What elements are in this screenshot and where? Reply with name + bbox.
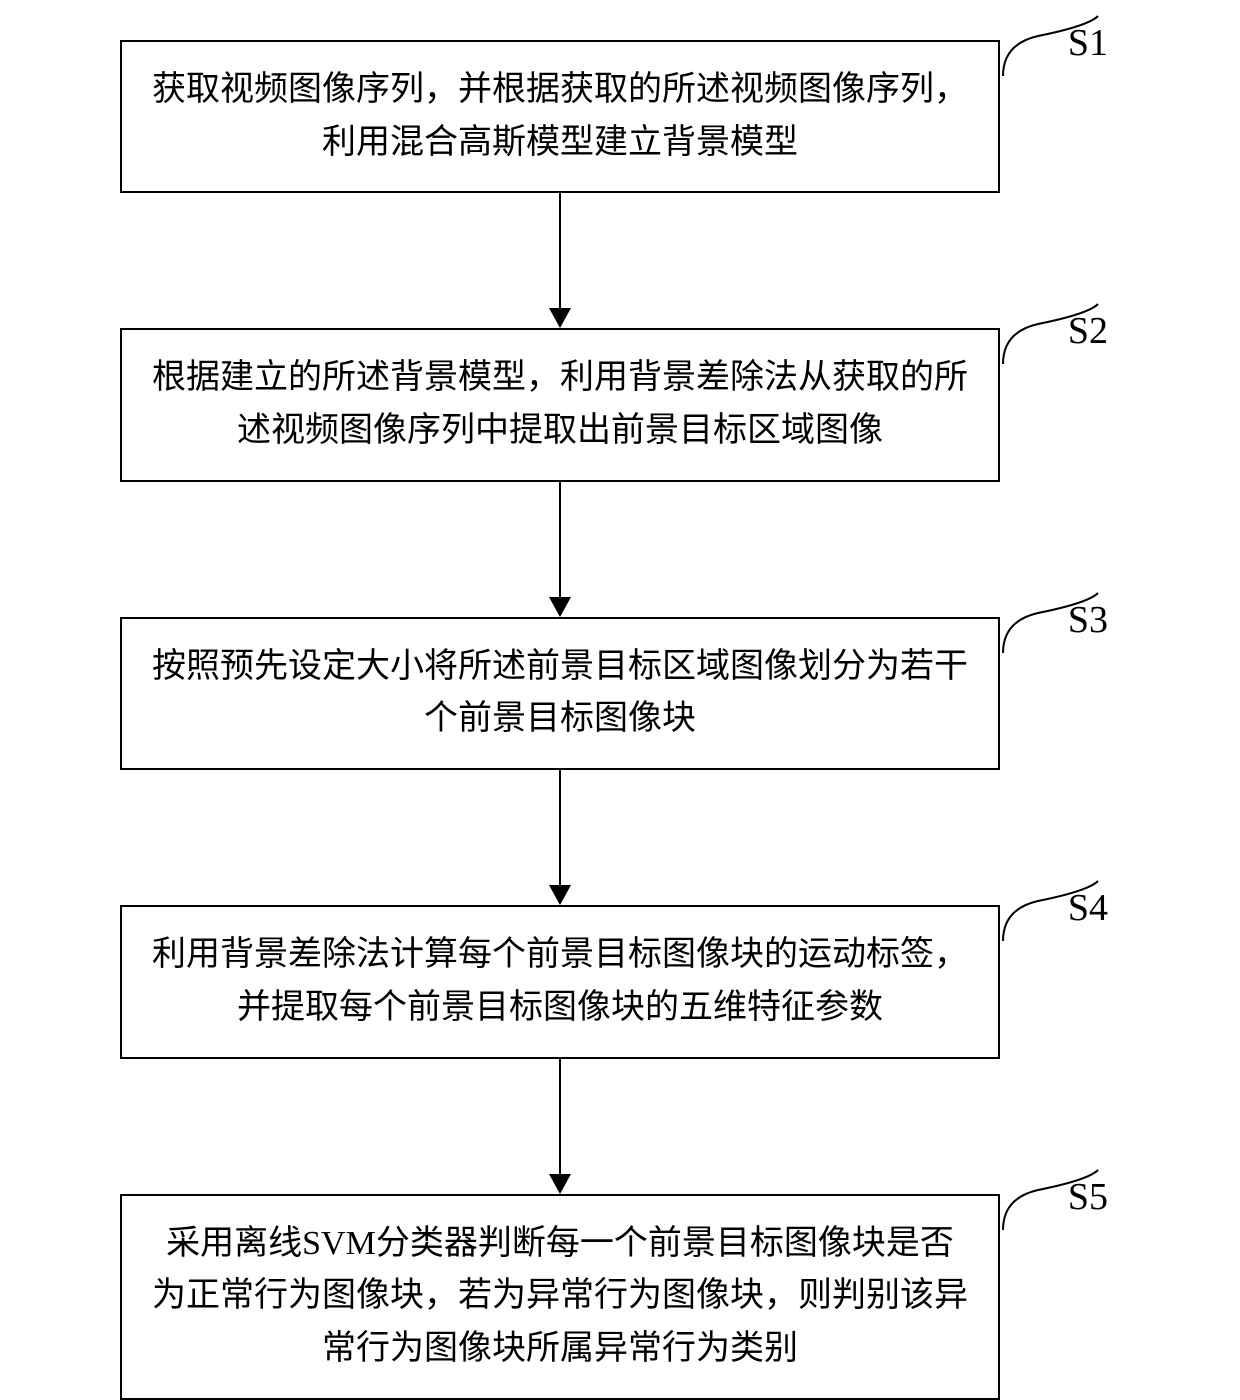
step-s2: S2 根据建立的所述背景模型，利用背景差除法从获取的所述视频图像序列中提取出前景… <box>80 328 1160 481</box>
step-box: S4 利用背景差除法计算每个前景目标图像块的运动标签，并提取每个前景目标图像块的… <box>120 905 1000 1058</box>
step-text: 利用背景差除法计算每个前景目标图像块的运动标签，并提取每个前景目标图像块的五维特… <box>152 936 968 1026</box>
step-label: S1 <box>1068 14 1108 73</box>
flow-arrow <box>120 770 1000 905</box>
step-box: S5 采用离线SVM分类器判断每一个前景目标图像块是否为正常行为图像块，若为异常… <box>120 1194 1000 1400</box>
step-box: S3 按照预先设定大小将所述前景目标区域图像划分为若干个前景目标图像块 <box>120 617 1000 770</box>
flowchart-container: S1 获取视频图像序列，并根据获取的所述视频图像序列，利用混合高斯模型建立背景模… <box>80 40 1160 1400</box>
step-label: S5 <box>1068 1168 1108 1227</box>
flow-arrow <box>120 482 1000 617</box>
flow-arrow <box>120 1059 1000 1194</box>
step-label: S2 <box>1068 302 1108 361</box>
step-s4: S4 利用背景差除法计算每个前景目标图像块的运动标签，并提取每个前景目标图像块的… <box>80 905 1160 1058</box>
flow-arrow <box>120 193 1000 328</box>
step-label: S4 <box>1068 879 1108 938</box>
step-text: 根据建立的所述背景模型，利用背景差除法从获取的所述视频图像序列中提取出前景目标区… <box>152 359 968 449</box>
step-box: S2 根据建立的所述背景模型，利用背景差除法从获取的所述视频图像序列中提取出前景… <box>120 328 1000 481</box>
step-box: S1 获取视频图像序列，并根据获取的所述视频图像序列，利用混合高斯模型建立背景模… <box>120 40 1000 193</box>
step-text: 按照预先设定大小将所述前景目标区域图像划分为若干个前景目标图像块 <box>152 648 968 738</box>
step-s1: S1 获取视频图像序列，并根据获取的所述视频图像序列，利用混合高斯模型建立背景模… <box>80 40 1160 193</box>
step-label: S3 <box>1068 591 1108 650</box>
step-s3: S3 按照预先设定大小将所述前景目标区域图像划分为若干个前景目标图像块 <box>80 617 1160 770</box>
step-text: 获取视频图像序列，并根据获取的所述视频图像序列，利用混合高斯模型建立背景模型 <box>152 71 968 161</box>
step-text: 采用离线SVM分类器判断每一个前景目标图像块是否为正常行为图像块，若为异常行为图… <box>152 1225 968 1367</box>
step-s5: S5 采用离线SVM分类器判断每一个前景目标图像块是否为正常行为图像块，若为异常… <box>80 1194 1160 1400</box>
